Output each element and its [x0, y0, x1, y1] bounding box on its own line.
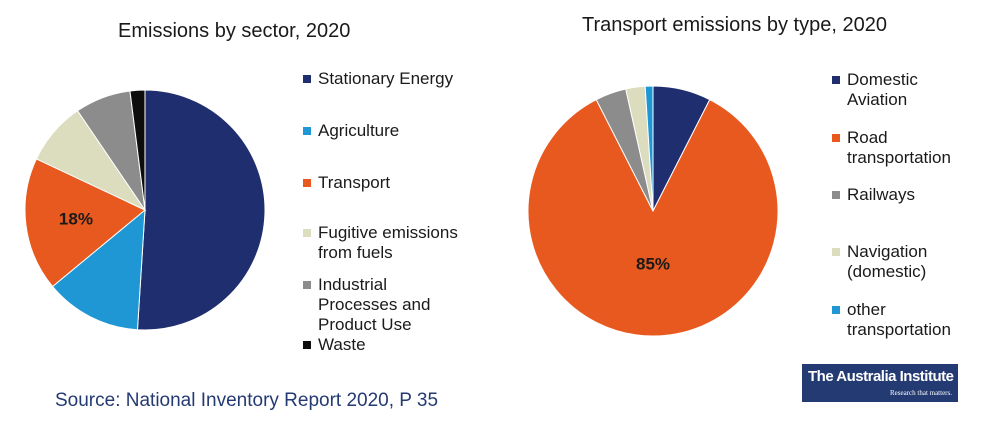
legend-item-railways: Railways: [832, 185, 915, 205]
source-note: Source: National Inventory Report 2020, …: [55, 390, 439, 411]
legend-label: Fugitive emissions from fuels: [318, 223, 458, 263]
pie-slice-road-transportation: [527, 98, 779, 337]
legend-label-line: Waste: [318, 335, 366, 354]
legend-label-line: transportation: [847, 320, 951, 339]
legend-swatch: [303, 75, 311, 83]
data-label-road-transportation: 85%: [636, 255, 670, 274]
pie-chart-sectors: 18%: [24, 89, 266, 331]
legend-label-line: Processes and: [318, 295, 431, 314]
legend-label-line: Transport: [318, 173, 391, 192]
legend-label: Navigation (domestic): [847, 242, 927, 282]
legend-label-line: other: [847, 300, 886, 319]
legend-item-domestic-aviation: Domestic Aviation: [832, 70, 918, 110]
legend-item-transport: Transport: [303, 173, 390, 193]
legend-label-line: Navigation: [847, 242, 928, 261]
legend-label-line: Railways: [847, 185, 916, 204]
legend-item-agriculture: Agriculture: [303, 121, 399, 141]
pie-chart-transport: 85%: [527, 85, 779, 337]
legend-label-line: Road: [847, 128, 888, 147]
pie-slice-stationary-energy: [136, 89, 266, 331]
legend-label-line: Industrial: [318, 275, 387, 294]
legend-item-waste: Waste: [303, 335, 366, 355]
legend-label-line: Fugitive emissions: [318, 223, 458, 242]
legend-swatch: [303, 229, 311, 237]
chart-title-transport: Transport emissions by type, 2020: [582, 14, 887, 36]
legend-label-line: Aviation: [847, 90, 908, 109]
legend-swatch: [832, 76, 840, 84]
legend-item-road-transportation: Road transportation: [832, 128, 951, 168]
pie-slice-agriculture: [51, 208, 146, 331]
legend-label: Railways: [847, 185, 915, 205]
legend-label-line: transportation: [847, 148, 951, 167]
legend-label-line: Product Use: [318, 315, 412, 334]
legend-label: Transport: [318, 173, 390, 193]
legend-item-stationary-energy: Stationary Energy: [303, 69, 453, 89]
pie-slice-transport: [24, 158, 146, 288]
legend-swatch: [303, 341, 311, 349]
legend-swatch: [303, 179, 311, 187]
legend-item-fugitive-emissions-from-fuels: Fugitive emissions from fuels: [303, 223, 458, 263]
logo-name: The Australia Institute: [808, 368, 954, 385]
legend-swatch: [832, 191, 840, 199]
legend-label-line: Agriculture: [318, 121, 400, 140]
legend-label: Road transportation: [847, 128, 951, 168]
legend-swatch: [303, 127, 311, 135]
legend-label-line: (domestic): [847, 262, 927, 281]
logo-tagline: Research that matters.: [889, 389, 952, 397]
legend-label: Domestic Aviation: [847, 70, 918, 110]
legend-swatch: [832, 248, 840, 256]
legend-label: Stationary Energy: [318, 69, 453, 89]
legend-swatch: [832, 306, 840, 314]
legend-item-other-transportation: other transportation: [832, 300, 951, 340]
legend-label-line: Stationary Energy: [318, 69, 454, 88]
legend-label: other transportation: [847, 300, 951, 340]
legend-swatch: [832, 134, 840, 142]
australia-institute-logo: The Australia Institute Research that ma…: [802, 364, 958, 402]
legend-item-industrial-processes-and-product-use: Industrial Processes and Product Use: [303, 275, 430, 335]
legend-item-navigation-domestic: Navigation (domestic): [832, 242, 927, 282]
legend-label: Industrial Processes and Product Use: [318, 275, 430, 335]
legend-label-line: Domestic: [847, 70, 918, 89]
legend-label: Agriculture: [318, 121, 399, 141]
data-label-transport: 18%: [59, 210, 93, 229]
legend-label-line: from fuels: [318, 243, 393, 262]
chart-title-sectors: Emissions by sector, 2020: [118, 20, 351, 42]
legend-label: Waste: [318, 335, 366, 355]
pie-slice-other-transportation: [644, 85, 654, 212]
pie-slice-waste: [129, 89, 146, 211]
legend-swatch: [303, 281, 311, 289]
